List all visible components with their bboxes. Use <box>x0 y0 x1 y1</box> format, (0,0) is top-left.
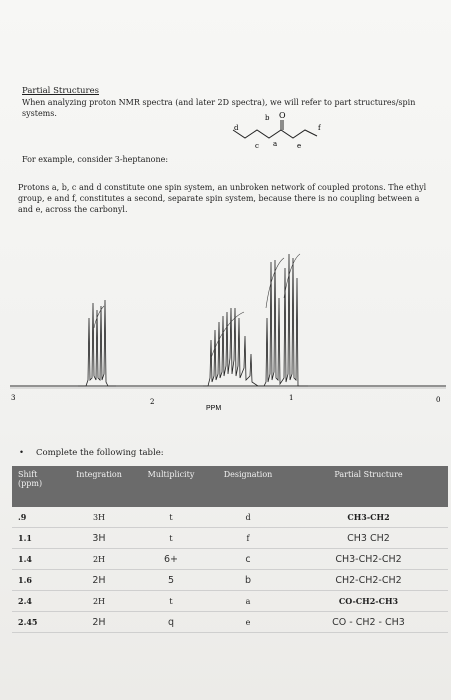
cell-shift: 1.4 <box>12 548 63 570</box>
cell-multiplicity: t <box>135 507 207 528</box>
example-text: For example, consider 3-heptanone: <box>22 155 169 164</box>
label-b: b <box>265 114 270 122</box>
cell-shift: 1.6 <box>12 569 63 591</box>
header-multiplicity: Multiplicity <box>135 466 207 507</box>
section-heading: Partial Structures <box>22 86 99 96</box>
table-row: 1.1 3H t f CH3 CH2 <box>12 527 448 549</box>
table-row: 1.4 2H 6+ c CH3-CH2-CH2 <box>12 548 448 570</box>
nmr-assignment-table: Shift (ppm) Integration Multiplicity Des… <box>12 466 448 633</box>
table-row: 1.6 2H 5 b CH2-CH2-CH2 <box>12 569 448 591</box>
table-row: 2.45 2H q e CO - CH2 - CH3 <box>12 611 448 633</box>
table-row: 2.4 2H t a CO-CH2-CH3 <box>12 590 448 612</box>
cell-structure: CH3-CH2 <box>289 507 448 528</box>
cell-multiplicity: 6+ <box>135 548 207 570</box>
label-a: a <box>273 140 277 148</box>
peak-1-0 <box>258 253 308 387</box>
cell-shift: 2.45 <box>12 611 63 633</box>
cell-integration: 3H <box>63 507 135 528</box>
header-shift: Shift (ppm) <box>12 466 63 507</box>
cell-shift: 1.1 <box>12 527 63 549</box>
cell-multiplicity: t <box>135 590 207 612</box>
label-f: f <box>318 124 322 132</box>
cell-structure: CH3-CH2-CH2 <box>289 548 448 570</box>
bullet-icon: • <box>19 448 25 458</box>
label-c: c <box>255 142 259 150</box>
cell-integration: 2H <box>63 611 135 633</box>
cell-designation: b <box>207 569 289 591</box>
header-structure: Partial Structure <box>289 466 448 507</box>
heptanone-structure: d b O c a e f <box>232 111 322 150</box>
cell-integration: 2H <box>63 590 135 612</box>
cell-designation: a <box>207 590 289 612</box>
cell-integration: 2H <box>63 569 135 591</box>
tick-0: 0 <box>436 396 440 404</box>
table-row: .9 3H t d CH3-CH2 <box>12 507 448 528</box>
cell-designation: d <box>207 507 289 528</box>
cell-designation: c <box>207 548 289 570</box>
axis-label-ppm: PPM <box>206 405 221 412</box>
intro-line-1: When analyzing proton NMR spectra (and l… <box>22 98 416 107</box>
tick-2: 2 <box>150 398 154 406</box>
cell-multiplicity: t <box>135 527 207 549</box>
cell-structure: CH2-CH2-CH2 <box>289 569 448 591</box>
cell-designation: e <box>207 611 289 633</box>
header-designation: Designation <box>207 466 289 507</box>
tick-3: 3 <box>11 394 15 402</box>
cell-multiplicity: q <box>135 611 207 633</box>
label-o: O <box>279 111 286 120</box>
table-header-row: Shift (ppm) Integration Multiplicity Des… <box>12 466 448 507</box>
spin-system-paragraph: Protons a, b, c and d constitute one spi… <box>18 183 427 214</box>
cell-integration: 3H <box>63 527 135 549</box>
cell-integration: 2H <box>63 548 135 570</box>
intro-line-2: systems. <box>22 109 57 118</box>
cell-designation: f <box>207 527 289 549</box>
label-e: e <box>297 142 301 150</box>
peak-2-4 <box>78 299 116 387</box>
cell-structure: CH3 CH2 <box>289 527 448 549</box>
header-integration: Integration <box>63 466 135 507</box>
cell-shift: 2.4 <box>12 590 63 612</box>
nmr-spectrum: 3 2 1 0 PPM <box>10 253 446 412</box>
peak-1-5 <box>203 307 259 387</box>
label-d: d <box>234 124 239 132</box>
cell-structure: CO - CH2 - CH3 <box>289 611 448 633</box>
cell-structure: CO-CH2-CH3 <box>289 590 448 612</box>
cell-multiplicity: 5 <box>135 569 207 591</box>
tick-1: 1 <box>289 394 293 402</box>
task-instruction: Complete the following table: <box>36 448 164 458</box>
cell-shift: .9 <box>12 507 63 528</box>
intro-text: When analyzing proton NMR spectra (and l… <box>22 97 442 119</box>
